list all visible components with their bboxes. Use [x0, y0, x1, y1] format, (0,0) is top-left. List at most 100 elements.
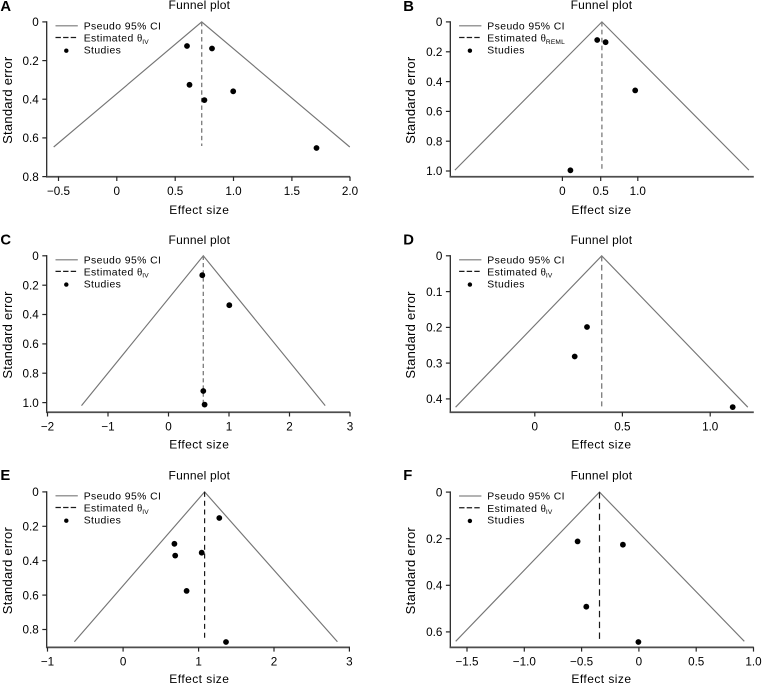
svg-text:Estimated θIV: Estimated θIV	[84, 503, 150, 516]
svg-text:Effect size: Effect size	[571, 437, 631, 451]
svg-text:Pseudo 95% CI: Pseudo 95% CI	[487, 21, 565, 32]
svg-text:Studies: Studies	[487, 46, 525, 57]
svg-text:Estimated θREML: Estimated θREML	[487, 33, 565, 46]
svg-text:0: 0	[532, 420, 539, 433]
svg-text:0.5: 0.5	[167, 185, 184, 198]
svg-text:E: E	[0, 468, 10, 484]
svg-text:Studies: Studies	[84, 46, 122, 57]
svg-text:0.8: 0.8	[426, 135, 442, 148]
svg-text:0.5: 0.5	[614, 420, 631, 433]
svg-text:1.0: 1.0	[426, 165, 443, 178]
svg-text:0.4: 0.4	[23, 309, 40, 322]
svg-text:Pseudo 95% CI: Pseudo 95% CI	[487, 255, 565, 266]
svg-text:Studies: Studies	[487, 279, 525, 290]
svg-text:Standard error: Standard error	[0, 56, 15, 144]
svg-text:Standard error: Standard error	[0, 526, 15, 614]
svg-text:Funnel plot: Funnel plot	[571, 469, 633, 483]
svg-text:Studies: Studies	[84, 279, 122, 290]
svg-text:Estimated θIV: Estimated θIV	[487, 267, 553, 280]
svg-text:Pseudo 95% CI: Pseudo 95% CI	[487, 492, 565, 503]
svg-text:2.0: 2.0	[342, 185, 359, 198]
svg-text:Effect size: Effect size	[571, 203, 631, 217]
svg-text:Pseudo 95% CI: Pseudo 95% CI	[84, 491, 162, 502]
svg-text:0: 0	[114, 185, 121, 198]
svg-text:1.5: 1.5	[284, 185, 301, 198]
svg-text:0: 0	[32, 16, 39, 29]
svg-text:−0.5: −0.5	[570, 656, 594, 669]
svg-text:Studies: Studies	[84, 516, 122, 527]
svg-text:Funnel plot: Funnel plot	[169, 469, 231, 483]
svg-text:Studies: Studies	[487, 516, 525, 527]
svg-text:−1.5: −1.5	[455, 656, 479, 669]
svg-text:1.0: 1.0	[225, 185, 242, 198]
svg-text:−1: −1	[101, 420, 114, 433]
svg-text:0: 0	[32, 250, 39, 263]
svg-text:Standard error: Standard error	[403, 527, 418, 615]
svg-text:0: 0	[636, 656, 643, 669]
svg-text:Estimated θIV: Estimated θIV	[84, 33, 150, 46]
svg-text:3: 3	[347, 420, 354, 433]
svg-text:1.0: 1.0	[745, 656, 762, 669]
svg-text:0.4: 0.4	[426, 580, 443, 593]
svg-text:−1: −1	[41, 656, 54, 669]
svg-text:Standard error: Standard error	[0, 291, 15, 379]
svg-text:0: 0	[436, 250, 443, 263]
svg-text:D: D	[403, 232, 414, 248]
svg-text:0: 0	[120, 656, 127, 669]
svg-text:2: 2	[286, 420, 293, 433]
svg-text:Funnel plot: Funnel plot	[169, 233, 231, 247]
svg-text:Effect size: Effect size	[169, 672, 229, 686]
svg-text:0.5: 0.5	[593, 185, 610, 198]
svg-text:0.2: 0.2	[426, 533, 442, 546]
svg-text:Standard error: Standard error	[403, 56, 418, 144]
svg-text:Funnel plot: Funnel plot	[571, 0, 633, 12]
svg-text:0.4: 0.4	[23, 555, 40, 568]
svg-text:0.5: 0.5	[688, 656, 705, 669]
svg-text:2: 2	[271, 656, 278, 669]
svg-text:0.2: 0.2	[426, 322, 442, 335]
svg-text:1.0: 1.0	[702, 420, 719, 433]
svg-text:Effect size: Effect size	[169, 203, 229, 217]
svg-text:A: A	[0, 0, 11, 15]
svg-text:0: 0	[165, 420, 172, 433]
svg-text:F: F	[403, 468, 412, 484]
svg-text:Pseudo 95% CI: Pseudo 95% CI	[84, 255, 162, 266]
svg-text:−1.0: −1.0	[513, 656, 537, 669]
svg-text:Funnel plot: Funnel plot	[169, 0, 231, 12]
svg-text:0.4: 0.4	[23, 93, 40, 106]
svg-text:0.2: 0.2	[23, 279, 39, 292]
svg-text:0.2: 0.2	[23, 55, 39, 68]
svg-text:0.4: 0.4	[426, 76, 443, 89]
svg-text:Funnel plot: Funnel plot	[571, 233, 633, 247]
svg-text:1.0: 1.0	[23, 397, 40, 410]
svg-text:0.1: 0.1	[426, 286, 442, 299]
svg-text:Pseudo 95% CI: Pseudo 95% CI	[84, 21, 162, 32]
svg-text:0.8: 0.8	[23, 367, 39, 380]
svg-text:Estimated θIV: Estimated θIV	[487, 503, 553, 516]
svg-text:−0.5: −0.5	[47, 185, 71, 198]
svg-text:0.4: 0.4	[426, 393, 443, 406]
svg-text:3: 3	[346, 656, 353, 669]
svg-text:0.6: 0.6	[23, 338, 39, 351]
svg-text:0.6: 0.6	[426, 106, 442, 119]
svg-text:Estimated θIV: Estimated θIV	[84, 267, 150, 280]
svg-text:0.3: 0.3	[426, 357, 442, 370]
svg-text:0: 0	[436, 486, 443, 499]
svg-text:1: 1	[226, 420, 233, 433]
svg-text:0.2: 0.2	[426, 46, 442, 59]
svg-text:B: B	[403, 0, 414, 15]
svg-text:0.6: 0.6	[23, 132, 39, 145]
svg-text:Standard error: Standard error	[403, 291, 418, 379]
svg-text:Effect size: Effect size	[571, 672, 631, 686]
svg-text:0.6: 0.6	[426, 626, 442, 639]
svg-text:C: C	[0, 232, 11, 248]
svg-text:0.8: 0.8	[23, 171, 39, 184]
svg-text:Effect size: Effect size	[169, 437, 229, 451]
svg-text:1: 1	[195, 656, 202, 669]
svg-text:0.2: 0.2	[23, 521, 39, 534]
svg-text:−2: −2	[41, 420, 54, 433]
svg-text:0.8: 0.8	[23, 624, 39, 637]
svg-text:0: 0	[32, 486, 39, 499]
svg-text:0: 0	[436, 16, 443, 29]
svg-text:0.6: 0.6	[23, 589, 39, 602]
